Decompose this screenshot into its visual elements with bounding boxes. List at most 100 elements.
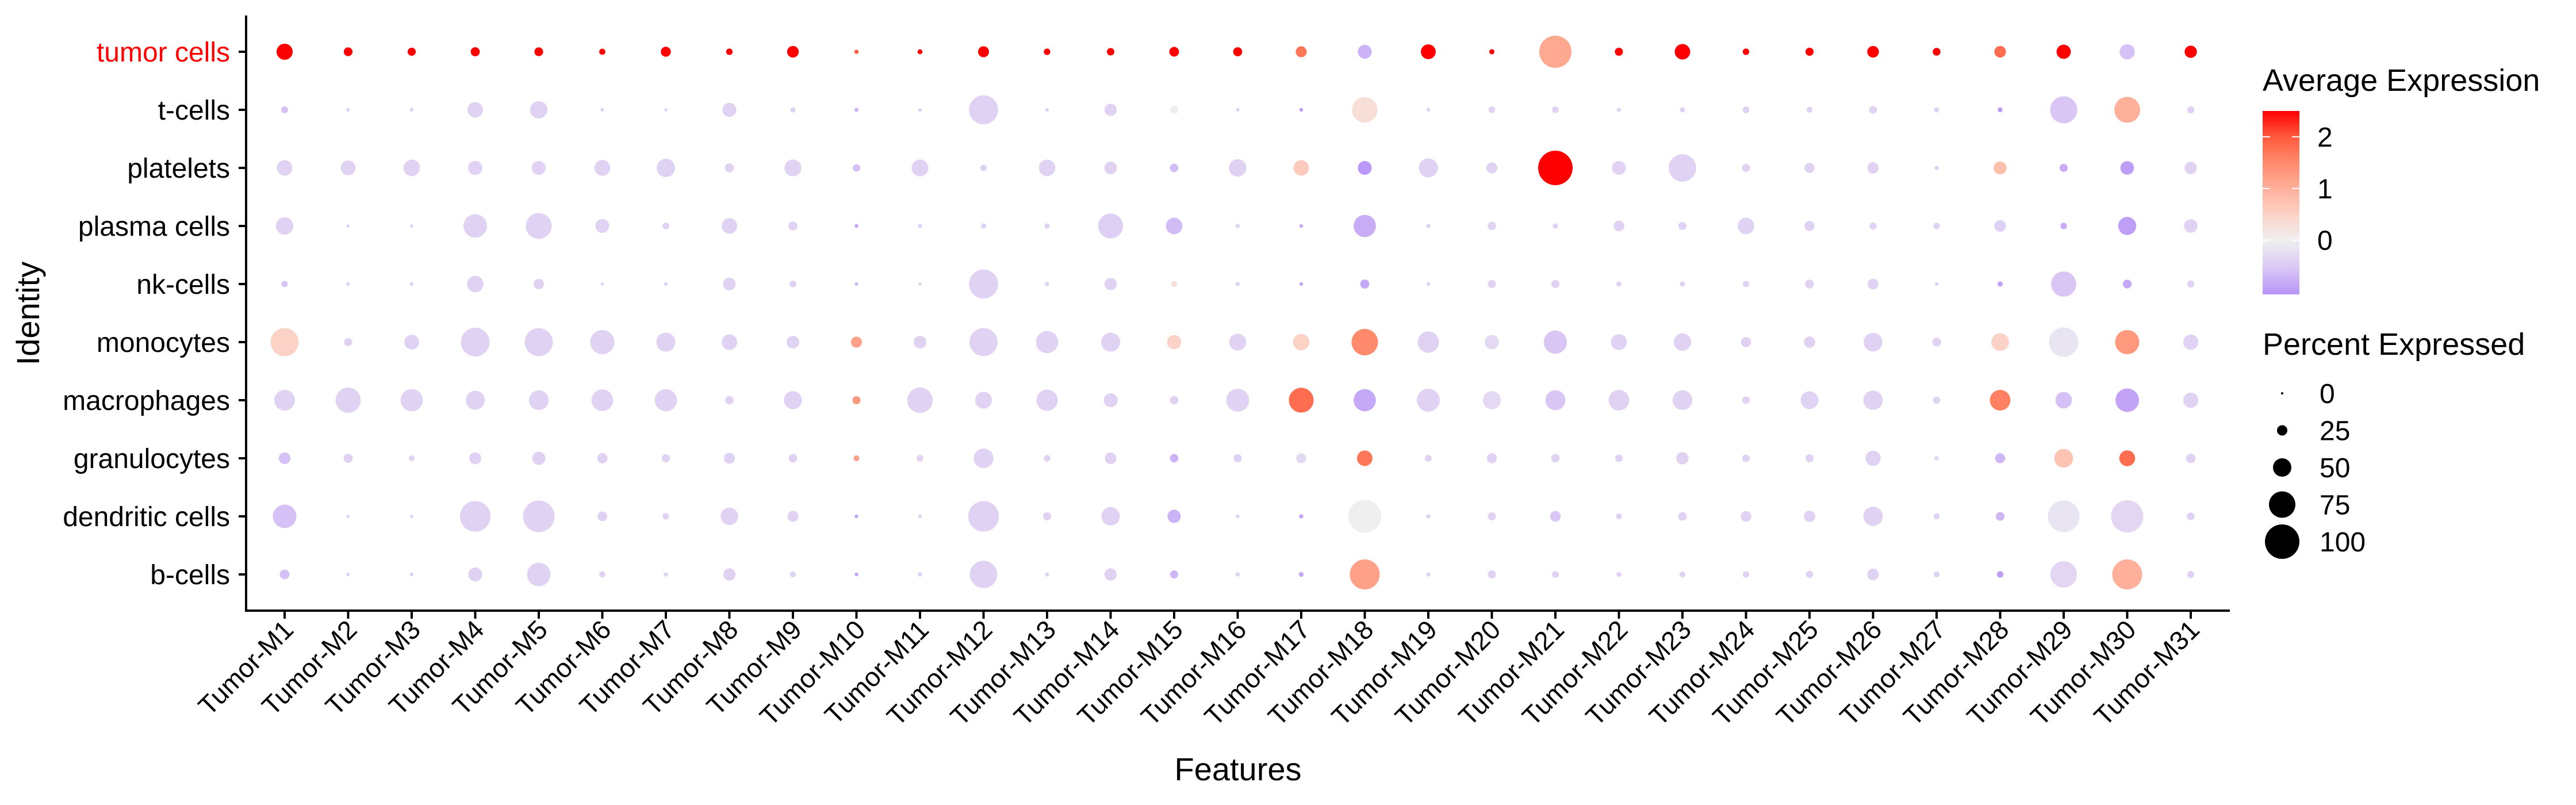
dot <box>788 454 798 463</box>
dot <box>1867 45 1879 58</box>
dot <box>1169 47 1179 57</box>
dot <box>1932 338 1941 347</box>
dot <box>980 223 987 229</box>
dot <box>1741 337 1751 347</box>
dot <box>1995 453 2006 463</box>
dot <box>2114 97 2140 123</box>
dot <box>1552 571 1559 578</box>
dot <box>969 95 998 125</box>
dot <box>1552 223 1558 229</box>
dot <box>1933 48 1941 56</box>
dot <box>278 452 291 465</box>
dot <box>664 108 668 112</box>
dot <box>1166 217 1183 235</box>
dot <box>1293 334 1310 351</box>
dot <box>2184 162 2197 174</box>
dot <box>656 332 676 352</box>
dot <box>599 48 605 55</box>
dot <box>1678 512 1687 521</box>
y-axis-title: Identity <box>10 262 46 366</box>
dot <box>1615 47 1623 56</box>
dot <box>600 282 604 286</box>
dot <box>1742 163 1750 172</box>
dot <box>1545 390 1566 411</box>
dot <box>662 223 669 229</box>
dot <box>1426 224 1431 228</box>
dot <box>1805 279 1814 289</box>
dot <box>852 396 861 405</box>
dot <box>344 338 352 347</box>
dot <box>1104 103 1117 116</box>
dot <box>1358 160 1372 175</box>
color-tick-label: 2 <box>2317 122 2333 153</box>
size-legend-dot <box>2277 425 2287 436</box>
dot <box>1934 107 1939 113</box>
dot <box>594 160 611 176</box>
dot <box>1350 559 1380 590</box>
dot <box>1806 106 1813 113</box>
dot <box>784 391 802 409</box>
size-legend-label: 0 <box>2320 379 2335 409</box>
dot <box>661 47 671 57</box>
dot <box>1805 454 1814 463</box>
dot <box>1674 44 1690 60</box>
dot <box>1229 334 1247 351</box>
dot <box>2056 44 2071 59</box>
dot <box>463 214 487 238</box>
dot <box>1426 514 1431 519</box>
dot <box>1299 282 1304 286</box>
dot <box>1676 452 1689 465</box>
color-legend-title: Average Expression <box>2263 63 2540 98</box>
dot <box>524 328 553 356</box>
y-axis-ticks: tumor cells t-cells platelets plasma cells n… <box>63 37 246 591</box>
dot <box>2049 327 2079 357</box>
dot <box>1934 456 1939 461</box>
dot <box>1805 47 1814 56</box>
dot <box>343 47 353 56</box>
dot <box>277 160 293 176</box>
dot <box>1539 35 1572 68</box>
dot <box>1485 335 1499 350</box>
dot <box>459 501 491 532</box>
dot <box>2183 392 2199 408</box>
dot <box>1170 163 1179 172</box>
dot <box>787 45 799 58</box>
dot <box>1295 46 1307 57</box>
dot <box>1863 507 1883 526</box>
dot <box>1551 454 1560 463</box>
dot <box>1996 571 2004 578</box>
dot <box>1615 454 1623 462</box>
dot <box>1934 166 1939 170</box>
dot <box>1170 454 1179 463</box>
dot <box>2120 161 2134 175</box>
dot <box>969 328 998 356</box>
dot <box>468 160 482 175</box>
dot <box>1673 333 1692 351</box>
dot <box>2187 280 2195 288</box>
dot <box>1997 281 2003 287</box>
dot <box>1044 455 1051 462</box>
dot <box>1358 44 1372 59</box>
dot <box>2054 448 2073 468</box>
dot <box>1680 281 1685 287</box>
dot <box>534 279 544 289</box>
dot <box>1678 221 1687 231</box>
dot <box>1045 282 1049 286</box>
dot <box>1036 389 1058 411</box>
dot <box>1426 108 1431 112</box>
dot <box>722 218 737 234</box>
dot <box>723 453 735 464</box>
dot <box>1289 388 1314 413</box>
dot <box>1613 220 1624 232</box>
dot <box>1742 48 1750 55</box>
dot <box>1357 450 1373 466</box>
dot <box>1865 450 1881 466</box>
dot <box>1742 571 1750 578</box>
dot <box>1101 332 1121 352</box>
size-legend-label: 100 <box>2320 527 2366 558</box>
dot <box>1104 568 1117 581</box>
dot <box>968 501 999 532</box>
dot <box>1608 390 1630 411</box>
dot <box>907 387 933 413</box>
color-bar-ticks: 2 1 0 <box>2263 122 2333 256</box>
